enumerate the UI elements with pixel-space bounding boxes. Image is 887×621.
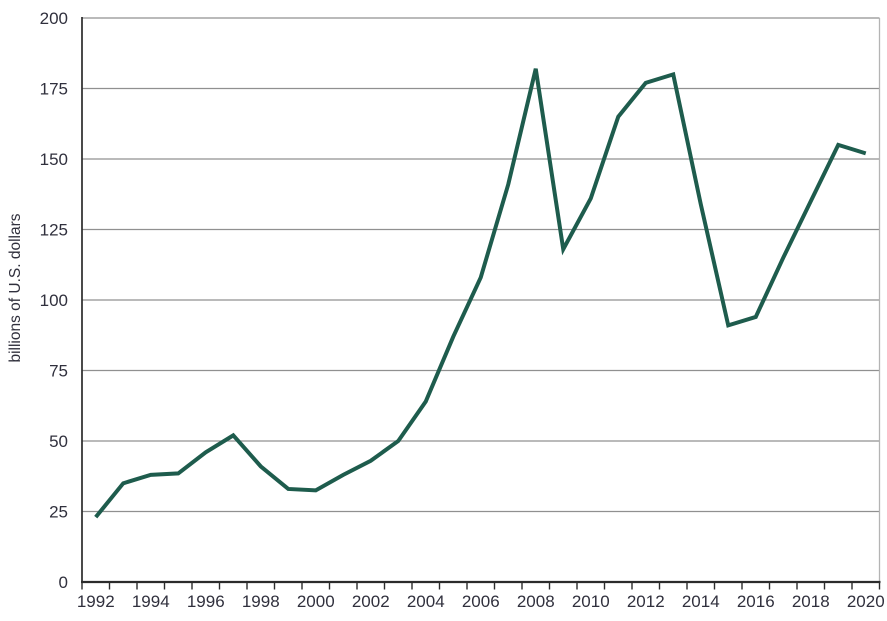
x-tick-label: 2014: [682, 592, 720, 611]
y-tick-label: 50: [49, 432, 68, 451]
x-tick-label: 2000: [297, 592, 335, 611]
axis-tick-labels: 0 25 50 75 100 125 150 175 200 1992 1994 1996 1998 20…: [40, 9, 885, 611]
y-tick-label: 75: [49, 362, 68, 381]
y-tick-label: 0: [59, 573, 68, 592]
x-tick-label: 2020: [847, 592, 885, 611]
x-tick-label: 2002: [352, 592, 390, 611]
x-tick-label: 2004: [407, 592, 445, 611]
y-tick-label: 200: [40, 9, 68, 28]
gridlines: [82, 17, 880, 513]
x-tick-label: 1996: [187, 592, 225, 611]
y-tick-label: 150: [40, 150, 68, 169]
x-tick-label: 2018: [792, 592, 830, 611]
x-tick-label: 2008: [517, 592, 555, 611]
y-tick-label: 25: [49, 503, 68, 522]
x-tick-label: 1998: [242, 592, 280, 611]
y-tick-label: 175: [40, 80, 68, 99]
data-line: [94, 68, 867, 519]
y-axis-title: billions of U.S. dollars: [7, 213, 24, 362]
y-tick-label: 100: [40, 291, 68, 310]
x-tick-label: 2006: [462, 592, 500, 611]
axes: [81, 17, 881, 590]
x-tick-label: 2012: [627, 592, 665, 611]
y-tick-label: 125: [40, 221, 68, 240]
x-tick-label: 2016: [737, 592, 775, 611]
x-tick-label: 1994: [132, 592, 170, 611]
x-tick-label: 2010: [572, 592, 610, 611]
x-tick-label: 1992: [77, 592, 115, 611]
data-series: [94, 68, 867, 519]
